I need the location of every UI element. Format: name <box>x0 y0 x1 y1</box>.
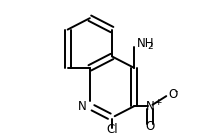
Text: 2: 2 <box>147 42 153 51</box>
Text: -: - <box>174 87 178 96</box>
Text: O: O <box>168 88 178 101</box>
Text: Cl: Cl <box>106 123 118 136</box>
Text: N: N <box>146 100 155 113</box>
Text: N: N <box>78 100 86 113</box>
Text: +: + <box>154 98 161 107</box>
Text: NH: NH <box>137 37 154 50</box>
Text: O: O <box>146 120 155 133</box>
